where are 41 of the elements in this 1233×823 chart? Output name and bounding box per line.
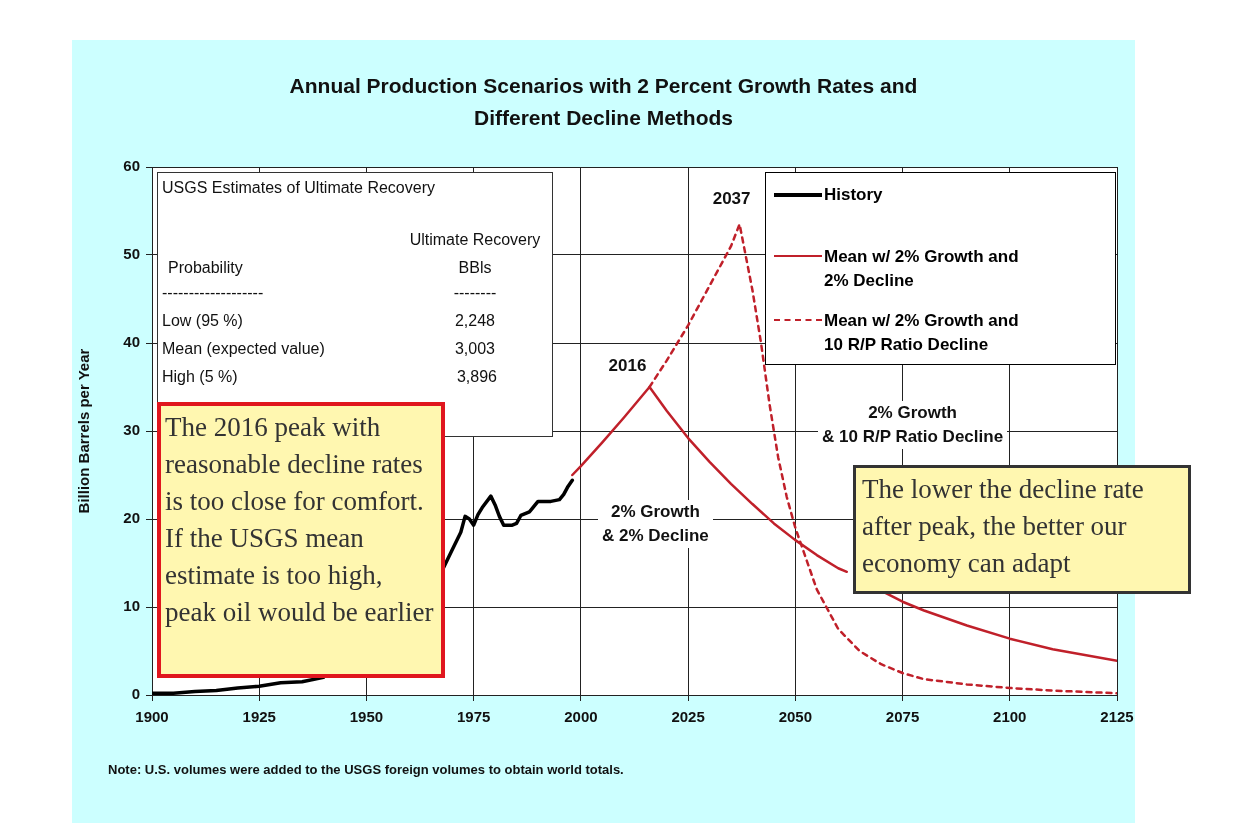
annotation: -------------------	[162, 284, 265, 302]
legend-label: Mean w/ 2% Growth and 10 R/P Ratio Decline	[824, 310, 1019, 356]
annotation: 3,003	[453, 340, 496, 358]
y-tick-label: 0	[131, 685, 140, 703]
annotation: Low (95 %)	[162, 312, 244, 330]
y-tick-label: 60	[123, 157, 140, 175]
x-tick-label: 2125	[1100, 708, 1134, 726]
annotation: USGS Estimates of Ultimate Recovery	[162, 179, 436, 197]
legend-label: Mean w/ 2% Growth and 2% Decline	[824, 246, 1019, 292]
callout-box: The lower the decline rate after peak, the better our economy can adapt	[853, 465, 1191, 594]
annotation: 2% Growth & 2% Decline	[598, 500, 713, 548]
text: Note: U.S. volumes were added to the USGS foreign volumes to obtain world totals.	[108, 762, 625, 777]
x-tick-label: 1925	[242, 708, 276, 726]
x-tick-label: 1900	[135, 708, 169, 726]
x-tick-label: 1950	[349, 708, 384, 726]
x-tick-label: 2025	[671, 708, 705, 726]
chart-title: Annual Production Scenarios with 2 Percent Growth Rates and Different Decline Methods	[288, 73, 919, 131]
annotation: 3,896	[455, 368, 498, 386]
callout-box: The 2016 peak with reasonable decline rates is too close for comfort. If the USGS mean estimate is too high, peak oil would be earlier	[157, 402, 445, 678]
y-tick-label: 40	[123, 333, 140, 351]
annotation: --------	[452, 284, 498, 302]
x-tick-label: 2050	[778, 708, 813, 726]
y-tick-label: 10	[123, 597, 140, 615]
x-tick-label: 2100	[993, 708, 1027, 726]
annotation: Probability	[168, 259, 244, 277]
y-tick-label: 50	[123, 245, 140, 263]
y-tick-label: 30	[123, 421, 140, 439]
annotation: BBls	[457, 259, 493, 277]
x-tick-label: 2000	[564, 708, 598, 726]
annotation: 2016	[608, 356, 647, 376]
x-tick-label: 2075	[885, 708, 920, 726]
annotation: Ultimate Recovery	[408, 231, 542, 249]
annotation: 2% Growth & 10 R/P Ratio Decline	[818, 401, 1008, 449]
annotation: 2037	[712, 189, 751, 209]
annotation: High (5 %)	[162, 368, 239, 386]
annotation: 2,248	[453, 312, 496, 330]
x-tick-label: 1975	[456, 708, 491, 726]
y-axis-title: Billion Barrels per Year	[75, 348, 93, 514]
annotation: Mean (expected value)	[162, 340, 326, 358]
y-tick-label: 20	[123, 509, 140, 527]
legend-label: History	[824, 184, 883, 206]
